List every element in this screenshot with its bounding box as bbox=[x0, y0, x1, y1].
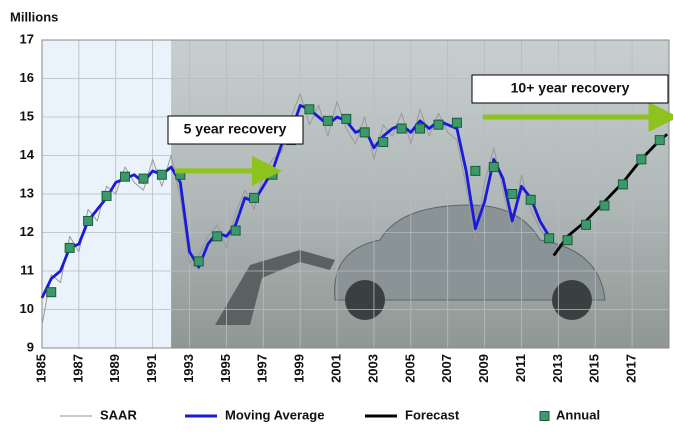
annual-marker bbox=[64, 242, 75, 253]
x-tick-label: 2007 bbox=[439, 354, 454, 383]
person bbox=[215, 250, 335, 325]
x-tick-label: 2013 bbox=[550, 354, 565, 383]
plot-border bbox=[41, 39, 670, 349]
x-tick-label: 2003 bbox=[365, 354, 380, 383]
annual-marker bbox=[599, 200, 610, 211]
x-tick-label: 1985 bbox=[33, 354, 48, 383]
y-tick-label: 17 bbox=[20, 31, 34, 46]
car-body bbox=[334, 204, 606, 301]
annual-marker bbox=[433, 119, 444, 130]
annual-marker bbox=[193, 256, 204, 267]
y-tick-label: 12 bbox=[20, 224, 34, 239]
annual-marker bbox=[101, 190, 112, 201]
y-tick-label: 15 bbox=[20, 108, 34, 123]
x-tick-label: 2005 bbox=[402, 354, 417, 383]
annual-marker bbox=[562, 235, 573, 246]
annual-marker bbox=[470, 165, 481, 176]
annual-marker bbox=[304, 104, 315, 115]
x-tick-label: 1991 bbox=[144, 354, 159, 383]
y-tick-label: 13 bbox=[20, 185, 34, 200]
annual-marker bbox=[451, 117, 462, 128]
x-tick-label: 2011 bbox=[513, 354, 528, 382]
legend-swatch bbox=[539, 411, 550, 421]
y-tick-label: 11 bbox=[20, 262, 34, 277]
annual-marker bbox=[119, 171, 130, 182]
annotation-box bbox=[167, 115, 304, 145]
annual-marker bbox=[581, 219, 592, 230]
x-tick-label: 2009 bbox=[476, 354, 491, 383]
annotation: 5 year recovery bbox=[184, 121, 287, 137]
x-tick-label: 2017 bbox=[624, 354, 639, 383]
annual-marker bbox=[488, 162, 499, 173]
annual-marker bbox=[83, 215, 94, 226]
annual-marker bbox=[378, 137, 389, 148]
annual-marker bbox=[507, 189, 518, 199]
annual-marker bbox=[544, 233, 555, 244]
series-line bbox=[41, 93, 550, 325]
annotation: 10+ year recovery bbox=[511, 80, 630, 96]
annual-marker bbox=[267, 169, 278, 180]
annual-marker bbox=[156, 169, 167, 180]
y-axis-label: Millions bbox=[10, 9, 58, 24]
legend-label: Moving Average bbox=[225, 407, 324, 422]
x-tick-label: 2001 bbox=[328, 354, 343, 383]
annual-marker bbox=[359, 127, 370, 138]
annotation-box bbox=[471, 74, 669, 104]
car-wheel bbox=[552, 280, 592, 320]
annual-marker bbox=[525, 194, 536, 205]
x-tick-label: 1993 bbox=[181, 354, 196, 383]
x-tick-label: 1999 bbox=[292, 354, 307, 383]
annual-marker bbox=[249, 192, 260, 203]
x-tick-label: 1997 bbox=[255, 354, 270, 383]
legend-label: Forecast bbox=[405, 407, 460, 422]
y-tick-label: 14 bbox=[20, 147, 35, 162]
x-tick-label: 1995 bbox=[218, 354, 233, 383]
y-tick-label: 16 bbox=[20, 70, 34, 85]
annual-marker bbox=[415, 123, 426, 134]
annual-marker bbox=[230, 225, 241, 236]
annual-marker bbox=[138, 173, 149, 184]
x-tick-label: 1987 bbox=[70, 354, 85, 383]
annual-marker bbox=[322, 115, 333, 126]
annual-marker bbox=[654, 135, 665, 146]
legend-label: Annual bbox=[556, 407, 600, 422]
x-tick-label: 1989 bbox=[107, 354, 122, 383]
annual-marker bbox=[46, 287, 57, 298]
car-wheel bbox=[345, 280, 385, 320]
annual-marker bbox=[396, 123, 407, 134]
annual-marker bbox=[636, 154, 647, 165]
annual-marker bbox=[617, 179, 628, 190]
x-tick-label: 2015 bbox=[587, 354, 602, 383]
annual-marker bbox=[212, 231, 223, 242]
y-tick-label: 10 bbox=[20, 301, 34, 316]
legend-label: SAAR bbox=[100, 407, 137, 422]
annual-marker bbox=[341, 113, 352, 124]
y-tick-label: 9 bbox=[27, 339, 34, 354]
